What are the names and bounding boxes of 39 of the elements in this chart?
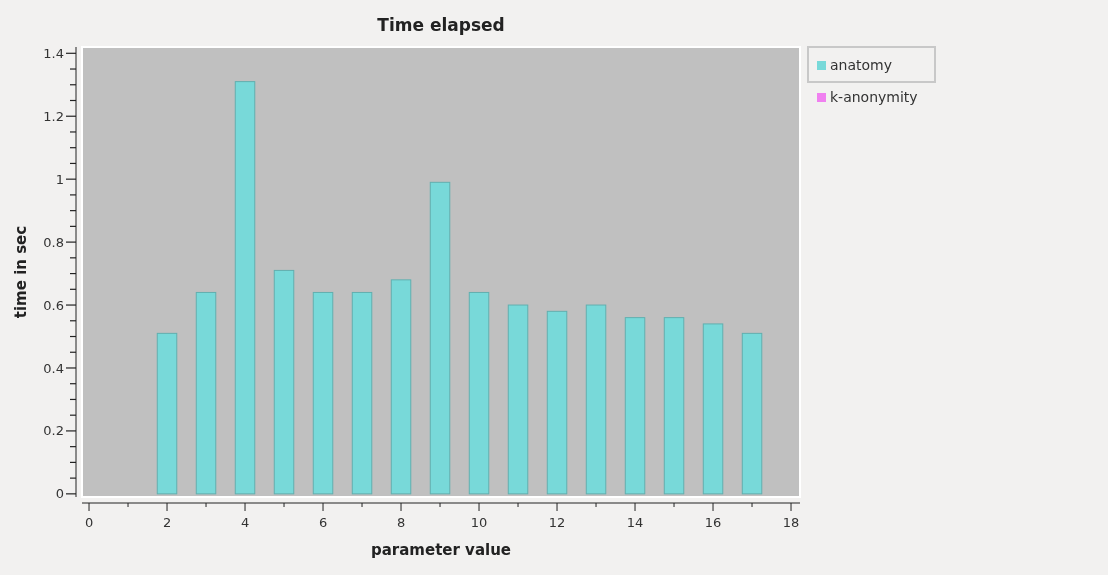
bar [312,291,334,495]
bar [429,181,451,495]
x-tick-label: 2 [162,515,172,530]
y-tick-label: 1.2 [43,108,64,124]
bar [585,304,607,495]
x-axis-title: parameter value [370,541,512,559]
x-tick-label: 6 [318,515,328,530]
bar [624,317,646,495]
bar [156,332,178,495]
x-tick-label: 14 [626,515,644,530]
bar [468,291,490,495]
y-tick-label: 0.2 [43,423,64,439]
y-tick-label: 0.4 [43,360,64,376]
bar [546,310,568,495]
x-tick-label: 16 [704,515,722,530]
bar [507,304,529,495]
bar [351,291,373,495]
bar [702,323,724,495]
bar [663,317,685,495]
legend-label: anatomy [830,56,893,73]
x-tick-label: 18 [782,515,800,530]
bar [741,332,763,495]
x-tick-label: 4 [240,515,250,530]
y-tick-label: 0 [55,486,64,502]
x-tick-label: 8 [396,515,406,530]
bar [273,269,295,495]
x-tick-label: 12 [548,515,566,530]
legend-label: k-anonymity [830,88,918,105]
bar [195,291,217,495]
bar [234,81,256,495]
y-tick-label: 0.8 [43,234,64,250]
y-tick-label: 1.4 [43,45,64,61]
x-tick-label: 10 [470,515,488,530]
bar [390,279,412,495]
y-tick-label: 1 [55,171,64,187]
chart-title: Time elapsed [377,15,505,35]
x-tick-label: 0 [84,515,94,530]
y-tick-label: 0.6 [43,297,64,313]
y-axis-title: time in sec [12,225,30,319]
